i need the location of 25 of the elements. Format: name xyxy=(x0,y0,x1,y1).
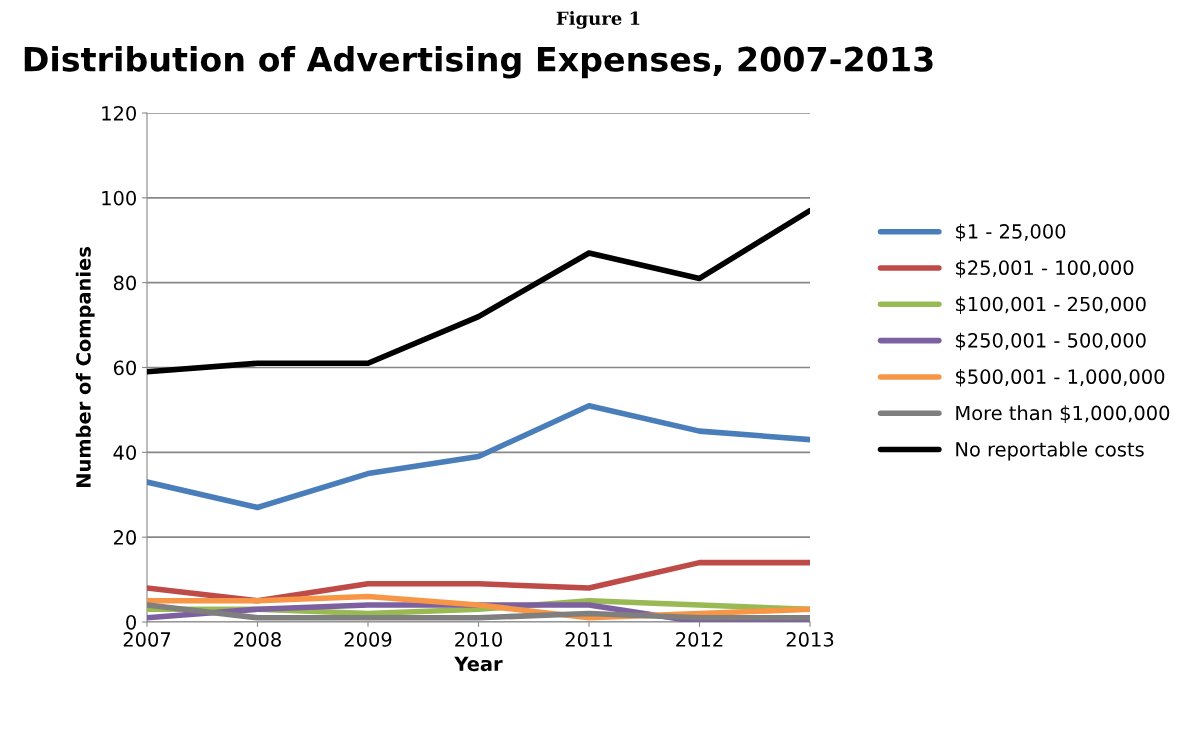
x-axis-title: Year xyxy=(454,656,503,672)
legend-label: $100,001 - 250,000 xyxy=(956,296,1146,314)
chart-title: Distribution of Advertising Expenses, 2007-2013 xyxy=(24,46,933,79)
legend-label: $1 - 25,000 xyxy=(956,223,1066,242)
x-tick-label: 2010 xyxy=(455,632,502,647)
y-tick-label: 60 xyxy=(113,360,136,376)
y-tick-label: 20 xyxy=(113,530,136,545)
legend-label: $250,001 - 500,000 xyxy=(956,332,1146,351)
y-tick-label: 0 xyxy=(126,614,136,630)
legend-label: No reportable costs xyxy=(956,441,1144,461)
x-tick-label: 2008 xyxy=(234,632,281,647)
legend-label: $500,001 - 1,000,000 xyxy=(956,368,1165,387)
y-tick-label: 100 xyxy=(102,190,136,206)
y-tick-label: 120 xyxy=(102,105,136,121)
x-tick-label: 2009 xyxy=(344,632,392,647)
x-tick-label: 2011 xyxy=(565,632,612,647)
x-tick-label: 2013 xyxy=(786,632,834,647)
legend-label: $25,001 - 100,000 xyxy=(956,260,1134,278)
y-tick-label: 40 xyxy=(113,445,136,460)
y-axis-title: Number of Companies xyxy=(75,247,95,488)
x-tick-label: 2007 xyxy=(123,632,171,647)
caption: Figure 1 xyxy=(556,11,640,29)
legend-label: More than $1,000,000 xyxy=(956,405,1170,423)
x-tick-label: 2012 xyxy=(676,632,723,647)
y-tick-label: 80 xyxy=(113,275,136,291)
